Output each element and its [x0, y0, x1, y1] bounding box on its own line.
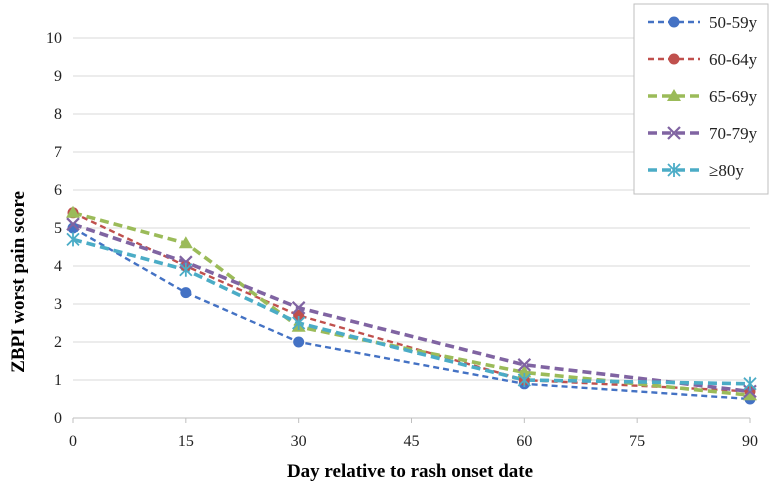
legend-marker [667, 126, 681, 140]
y-tick-label: 10 [46, 30, 62, 47]
legend-label: ≥80y [709, 161, 744, 180]
legend: 50-59y 60-64y 65-69y 70-79y ≥80y [633, 3, 769, 195]
data-point [66, 217, 80, 231]
data-point [293, 336, 305, 348]
x-tick-labels: 0 15 30 45 60 75 90 [69, 418, 758, 450]
series-line-50-59y [72, 226, 751, 401]
data-point [743, 376, 757, 391]
data-point [66, 205, 80, 218]
y-tick-label: 7 [54, 144, 62, 161]
legend-marker [668, 16, 680, 28]
data-point [67, 222, 79, 234]
data-point [517, 373, 531, 387]
y-axis-title: ZBPI worst pain score [8, 191, 29, 373]
series-line-70-79y [72, 222, 751, 394]
x-tick-label: 30 [291, 433, 307, 450]
y-tick-labels: 0 1 2 3 4 5 6 7 8 9 10 [46, 30, 62, 427]
data-point [179, 262, 193, 277]
legend-marker [667, 89, 681, 101]
legend-label: 65-69y [709, 87, 758, 106]
legend-label: 50-59y [709, 13, 758, 32]
x-tick-label: 0 [69, 433, 77, 450]
y-tick-label: 2 [54, 334, 62, 351]
data-point [178, 236, 193, 249]
data-point [517, 358, 532, 372]
x-tick-label: 15 [178, 433, 194, 450]
x-tick-label: 75 [629, 433, 645, 450]
data-point [66, 232, 80, 247]
series-markers [66, 205, 757, 405]
y-tick-label: 3 [54, 296, 62, 313]
y-tick-label: 5 [54, 220, 62, 237]
data-point [293, 309, 305, 321]
legend-label: 70-79y [709, 124, 758, 143]
legend-marker [668, 53, 680, 65]
data-point [743, 388, 757, 401]
legend-marker [667, 163, 681, 177]
x-axis-title: Day relative to rash onset date [287, 461, 533, 482]
x-tick-label: 60 [516, 433, 532, 450]
y-tick-label: 4 [54, 258, 62, 275]
data-point [517, 365, 532, 378]
y-tick-label: 9 [54, 68, 62, 85]
y-tick-label: 6 [54, 182, 62, 199]
legend-label: 60-64y [709, 50, 758, 69]
x-tick-label: 45 [404, 433, 420, 450]
x-tick-label: 90 [742, 433, 758, 450]
y-tick-label: 0 [54, 410, 62, 427]
data-point [292, 316, 306, 330]
data-point [180, 287, 192, 299]
y-tick-label: 1 [54, 372, 62, 389]
legend-box [633, 3, 769, 195]
y-tick-label: 8 [54, 106, 62, 123]
data-point [291, 301, 306, 315]
series-lines [72, 211, 751, 401]
